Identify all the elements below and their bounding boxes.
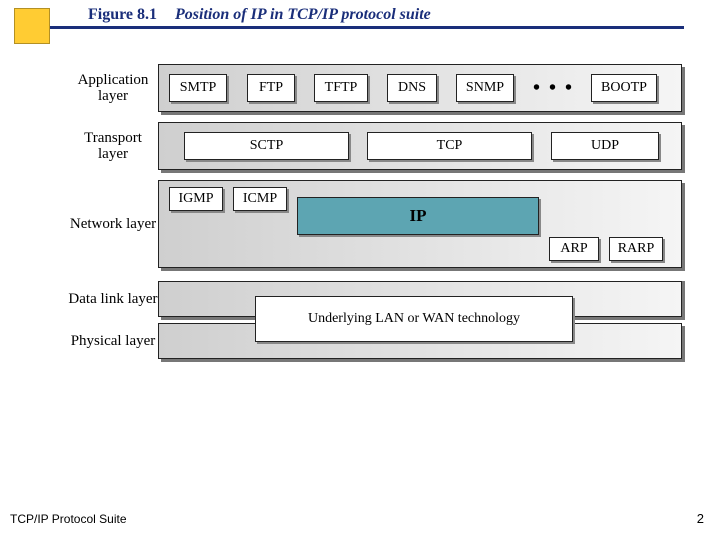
proto-bootp: BOOTP [591, 74, 657, 102]
ellipsis-icon: • • • [533, 77, 574, 100]
proto-ftp: FTP [247, 74, 295, 102]
application-layer-label: Application layer [68, 72, 158, 105]
proto-igmp: IGMP [169, 187, 223, 211]
application-layer-row: Application layer SMTP FTP TFTP DNS SNMP… [68, 64, 682, 112]
protocol-stack-diagram: Application layer SMTP FTP TFTP DNS SNMP… [68, 64, 682, 372]
proto-udp: UDP [551, 132, 659, 160]
title-square-icon [14, 8, 50, 44]
network-layer-bar: IGMP ICMP IP ARP RARP [158, 180, 682, 268]
physical-layer-bar: Underlying LAN or WAN technology [158, 323, 682, 359]
proto-arp: ARP [549, 237, 599, 261]
proto-tcp: TCP [367, 132, 532, 160]
proto-smtp: SMTP [169, 74, 227, 102]
proto-ip: IP [297, 197, 539, 235]
footer-text: TCP/IP Protocol Suite [10, 512, 127, 526]
transport-layer-bar: SCTP TCP UDP [158, 122, 682, 170]
proto-snmp: SNMP [456, 74, 514, 102]
title-underline [14, 26, 684, 29]
proto-tftp: TFTP [314, 74, 368, 102]
underlying-tech-box: Underlying LAN or WAN technology [255, 296, 573, 342]
proto-icmp: ICMP [233, 187, 287, 211]
proto-rarp: RARP [609, 237, 663, 261]
application-layer-bar: SMTP FTP TFTP DNS SNMP • • • BOOTP [158, 64, 682, 112]
network-layer-row: Network layer IGMP ICMP IP ARP RARP [68, 180, 682, 268]
figure-title: Figure 8.1 Position of IP in TCP/IP prot… [88, 6, 431, 24]
physical-layer-label: Physical layer [68, 333, 158, 350]
page-number: 2 [697, 511, 704, 526]
physical-layer-row: Physical layer Underlying LAN or WAN tec… [68, 320, 682, 362]
network-layer-label: Network layer [68, 216, 158, 233]
transport-layer-row: Transport layer SCTP TCP UDP [68, 122, 682, 170]
datalink-layer-label: Data link layer [68, 291, 158, 308]
proto-dns: DNS [387, 74, 437, 102]
transport-layer-label: Transport layer [68, 130, 158, 163]
figure-number: Figure 8.1 [88, 6, 157, 23]
proto-sctp: SCTP [184, 132, 349, 160]
figure-caption: Position of IP in TCP/IP protocol suite [175, 6, 431, 23]
